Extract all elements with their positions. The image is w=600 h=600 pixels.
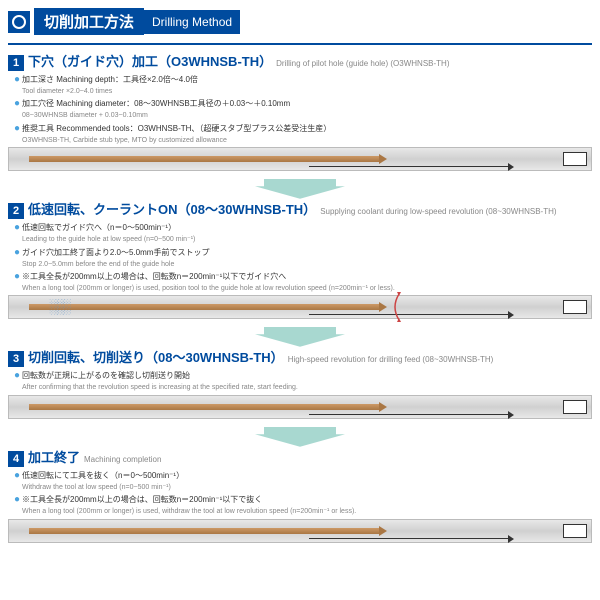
step-number: 2 [8,203,24,219]
bullet: ●推奨工具 Recommended tools：O3WHNSB-TH、（超硬スタ… [14,122,592,145]
ring-icon [8,11,30,33]
diagram [8,147,592,171]
down-arrow-icon [255,177,345,199]
step-3: 3 切削回転、切削送り（08〜30WHNSB-TH） High-speed re… [8,347,592,418]
step-title-jp: 下穴（ガイド穴）加工（O3WHNSB-TH） [28,51,272,70]
step-1: 1 下穴（ガイド穴）加工（O3WHNSB-TH） Drilling of pil… [8,51,592,171]
title-bar: 切削加工方法 Drilling Method [8,8,592,35]
step-number: 1 [8,55,24,71]
diagram [8,395,592,419]
diagram: ░░░ [8,295,592,319]
step-title-en: Supplying coolant during low-speed revol… [320,207,556,216]
bullet: ●ガイド穴加工終了面より2.0〜5.0mm手前でストップStop 2.0~5.0… [14,246,592,269]
step-title-en: Drilling of pilot hole (guide hole) (O3W… [276,59,449,68]
step-title-jp: 切削回転、切削送り（08〜30WHNSB-TH） [28,347,284,366]
diagram [8,519,592,543]
bullet: ●回転数が正規に上がるのを確認し切削送り開始After confirming t… [14,369,592,392]
step-2: 2 低速回転、クーラントON（08〜30WHNSB-TH） Supplying … [8,199,592,319]
step-number: 4 [8,451,24,467]
title-en: Drilling Method [144,10,240,34]
step-4: 4 加工終了 Machining completion ●低速回転にて工具を抜く（… [8,447,592,543]
step-title-jp: 低速回転、クーラントON（08〜30WHNSB-TH） [28,199,316,218]
bullet: ●加工深さ Machining depth：工具径×2.0倍〜4.0倍Tool … [14,73,592,96]
step-title-jp: 加工終了 [28,447,80,466]
down-arrow-icon [255,425,345,447]
bullet: ●加工穴径 Machining diameter：08〜30WHNSB工具径の＋… [14,97,592,120]
step-title-en: High-speed revolution for drilling feed … [288,355,494,364]
bullet: ●※工具全長が200mm以上の場合は、回転数n＝200min⁻¹以下で抜くWhe… [14,493,592,516]
steps-list: 1 下穴（ガイド穴）加工（O3WHNSB-TH） Drilling of pil… [8,43,592,543]
bullet: ●低速回転でガイド穴へ（n＝0〜500min⁻¹）Leading to the … [14,221,592,244]
bullet: ●※工具全長が200mm以上の場合は、回転数n＝200min⁻¹以下でガイド穴へ… [14,270,592,293]
title-jp: 切削加工方法 [34,8,144,35]
step-title-en: Machining completion [84,455,161,464]
down-arrow-icon [255,325,345,347]
step-number: 3 [8,351,24,367]
bullet: ●低速回転にて工具を抜く（n＝0〜500min⁻¹）Withdraw the t… [14,469,592,492]
